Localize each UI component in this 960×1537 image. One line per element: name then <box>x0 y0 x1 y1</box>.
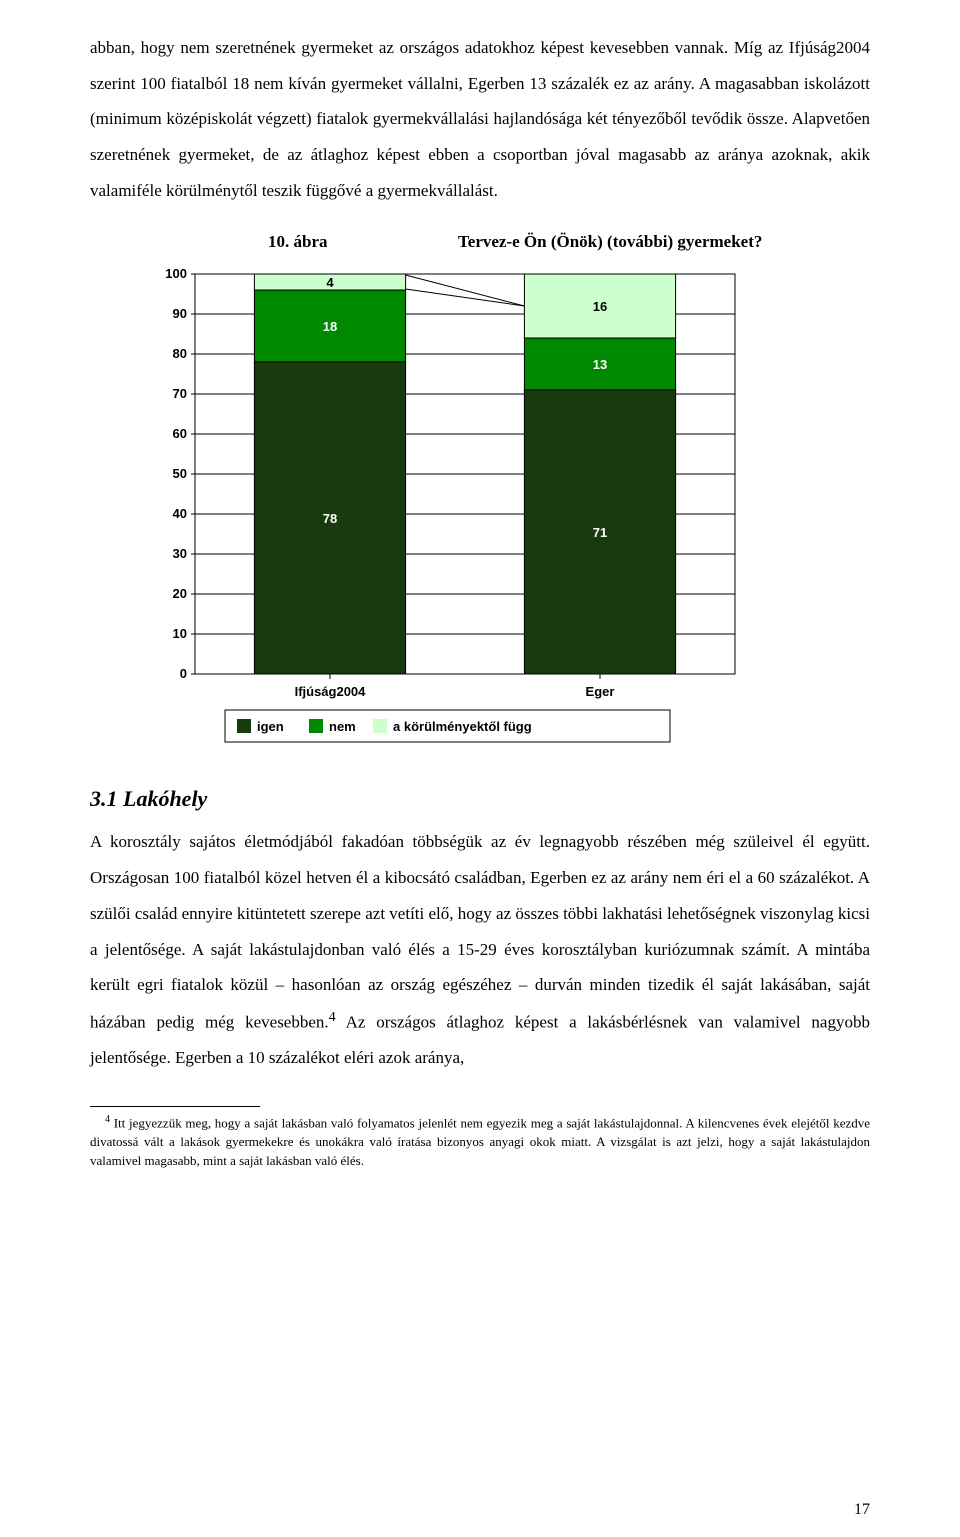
svg-text:20: 20 <box>173 586 187 601</box>
svg-text:16: 16 <box>593 299 607 314</box>
paragraph-1: abban, hogy nem szeretnének gyermeket az… <box>90 30 870 208</box>
svg-text:70: 70 <box>173 386 187 401</box>
page-number: 17 <box>854 1501 870 1519</box>
svg-text:18: 18 <box>323 319 337 334</box>
svg-text:71: 71 <box>593 525 607 540</box>
svg-text:0: 0 <box>180 666 187 681</box>
section-heading: 3.1 Lakóhely <box>90 786 870 812</box>
svg-text:igen: igen <box>257 719 284 734</box>
stacked-bar-chart: 0 10 20 30 40 50 60 70 80 90 100 78 18 4 71 13 16 Ifjúság… <box>150 264 750 770</box>
paragraph-2: A korosztály sajátos életmódjából fakadó… <box>90 824 870 1075</box>
svg-text:40: 40 <box>173 506 187 521</box>
svg-text:60: 60 <box>173 426 187 441</box>
svg-text:a körülményektől függ: a körülményektől függ <box>393 719 532 734</box>
chart-figure-title: Tervez-e Ön (Önök) (további) gyermeket? <box>458 232 870 252</box>
svg-text:13: 13 <box>593 357 607 372</box>
chart-caption: 10. ábra Tervez-e Ön (Önök) (további) gy… <box>90 232 870 252</box>
footnote-body: Itt jegyezzük meg, hogy a saját lakásban… <box>90 1115 870 1168</box>
page-container: abban, hogy nem szeretnének gyermeket az… <box>0 0 960 1537</box>
svg-text:10: 10 <box>173 626 187 641</box>
svg-text:100: 100 <box>165 266 187 281</box>
svg-text:90: 90 <box>173 306 187 321</box>
footnote-ref: 4 <box>329 1009 336 1025</box>
svg-text:Ifjúság2004: Ifjúság2004 <box>295 684 367 699</box>
svg-text:4: 4 <box>326 275 334 290</box>
chart-svg: 0 10 20 30 40 50 60 70 80 90 100 78 18 4 71 13 16 Ifjúság… <box>150 264 750 770</box>
footnote-text: 4 Itt jegyezzük meg, hogy a saját lakásb… <box>90 1113 870 1171</box>
svg-text:nem: nem <box>329 719 356 734</box>
svg-text:78: 78 <box>323 511 337 526</box>
svg-text:Eger: Eger <box>586 684 615 699</box>
footnote-separator <box>90 1106 260 1107</box>
paragraph-2a: A korosztály sajátos életmódjából fakadó… <box>90 832 870 1031</box>
svg-text:30: 30 <box>173 546 187 561</box>
svg-text:50: 50 <box>173 466 187 481</box>
svg-text:80: 80 <box>173 346 187 361</box>
chart-figure-label: 10. ábra <box>90 232 458 252</box>
